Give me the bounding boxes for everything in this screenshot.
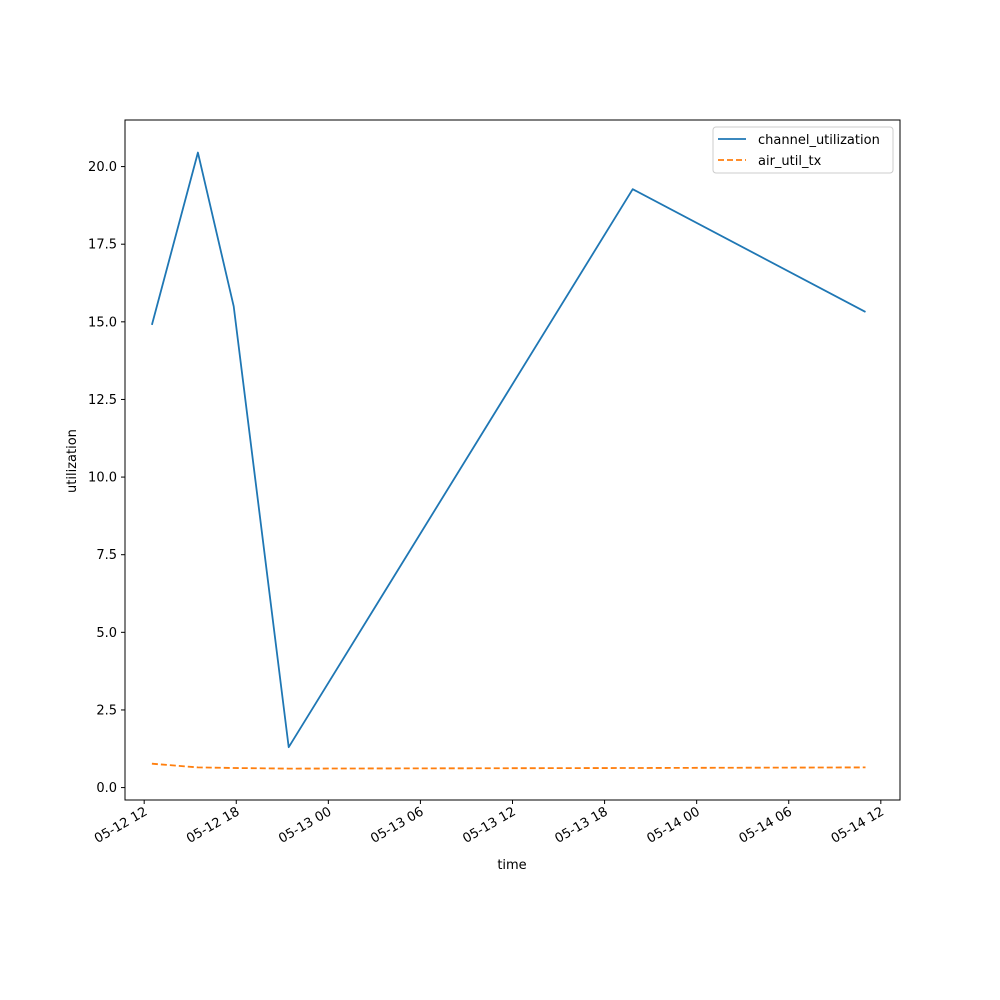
y-axis-label: utilization [65,429,80,493]
legend-label: channel_utilization [758,133,880,148]
x-tick-label: 05-13 12 [460,804,518,846]
y-tick-label: 0.0 [96,781,117,796]
y-tick-label: 12.5 [88,393,117,408]
plot-frame [124,119,901,801]
x-tick-label: 05-12 12 [92,804,150,846]
y-tick-label: 2.5 [96,703,117,718]
y-tick-label: 10.0 [88,471,117,486]
y-tick-label: 15.0 [88,315,117,330]
y-tick-label: 7.5 [96,548,117,563]
series-line-channel-utilization [151,151,866,749]
x-axis-label: time [497,858,526,873]
legend: channel_utilization air_util_tx [712,126,894,174]
y-tick-label: 20.0 [88,160,117,175]
legend-box [712,126,894,174]
x-tick-label: 05-13 18 [552,804,610,846]
y-tick-label: 17.5 [88,238,117,253]
x-tick-label: 05-14 06 [737,804,795,846]
y-tick-label: 5.0 [96,626,117,641]
x-axis: 05-12 12 05-12 18 05-13 00 05-13 06 05-13 12… [92,800,887,847]
x-tick-label: 05-12 18 [184,804,242,846]
x-tick-label: 05-13 00 [276,804,334,846]
series-line-air-util-tx [151,762,866,770]
y-axis: 0.0 2.5 5.0 7.5 10.0 12.5 15.0 17.5 20.0 [88,160,125,796]
x-tick-label: 05-14 12 [829,804,887,846]
legend-label: air_util_tx [758,154,822,169]
x-tick-label: 05-13 06 [368,804,426,846]
series-lines [151,151,866,770]
x-tick-label: 05-14 00 [645,804,703,846]
